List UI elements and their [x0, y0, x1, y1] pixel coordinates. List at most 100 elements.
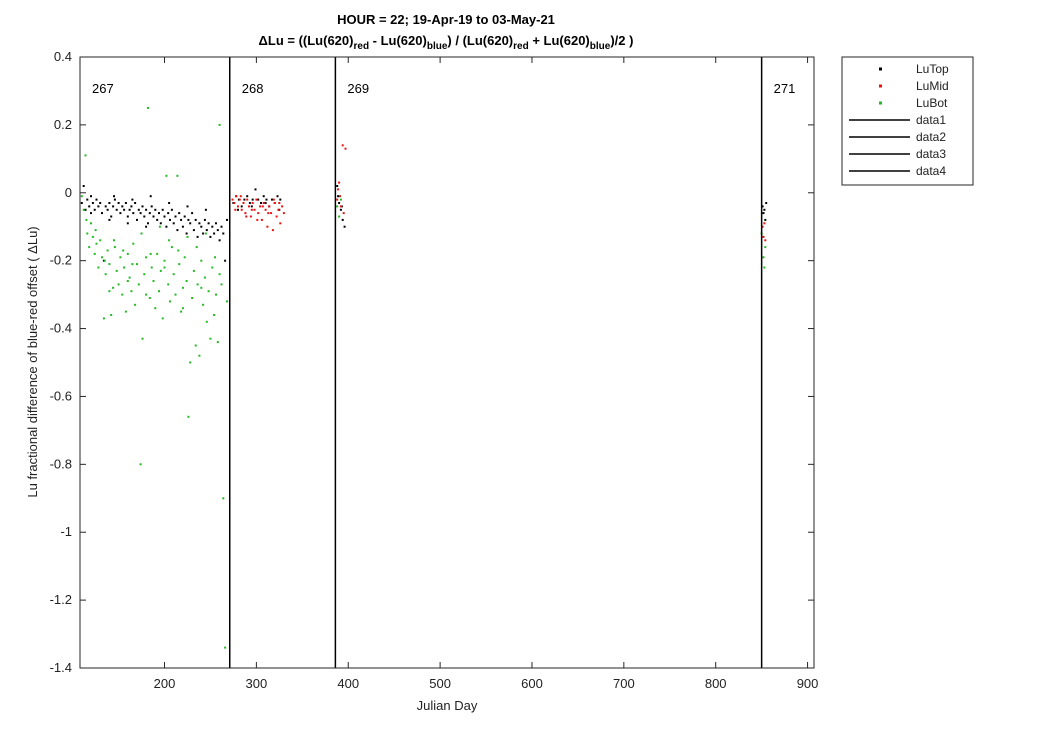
data-point	[108, 263, 111, 266]
data-point	[215, 293, 217, 296]
data-point	[194, 218, 197, 221]
x-axis-label: Julian Day	[417, 698, 478, 713]
data-point	[205, 229, 208, 232]
data-point	[235, 195, 238, 198]
data-point	[216, 341, 219, 344]
data-point	[159, 222, 162, 225]
data-point	[253, 208, 256, 211]
data-point	[132, 242, 135, 245]
data-point	[126, 252, 129, 255]
x-tick-label: 400	[337, 676, 359, 691]
annotation-layer: 268 269 271 267	[92, 81, 795, 96]
data-point	[170, 208, 173, 211]
data-point	[244, 212, 247, 215]
data-point	[185, 232, 188, 235]
data-point	[344, 147, 347, 150]
data-point	[762, 235, 765, 238]
data-point	[93, 252, 96, 255]
data-point	[203, 218, 206, 221]
series-lutop	[80, 185, 768, 262]
data-point	[339, 198, 342, 201]
data-point	[161, 208, 164, 211]
data-point	[181, 225, 184, 228]
data-point	[150, 205, 153, 208]
data-point	[150, 266, 153, 269]
data-point	[117, 202, 120, 204]
data-point	[140, 232, 143, 235]
data-point	[218, 123, 221, 126]
data-point	[242, 202, 245, 204]
data-point	[137, 208, 140, 211]
data-point	[763, 222, 766, 225]
data-point	[266, 225, 269, 228]
data-point	[145, 256, 148, 259]
data-point	[764, 246, 767, 249]
data-point	[93, 208, 96, 211]
data-point	[113, 239, 115, 242]
annotation-268: 268	[242, 81, 264, 96]
data-point	[145, 225, 148, 228]
data-point	[124, 310, 127, 313]
data-point	[113, 198, 116, 201]
data-point	[341, 144, 344, 147]
data-point	[112, 205, 115, 208]
x-tick-label: 800	[705, 676, 727, 691]
data-point	[158, 225, 161, 228]
legend-label: LuTop	[916, 62, 949, 76]
data-point	[216, 229, 219, 232]
data-point	[196, 283, 199, 286]
title-sub-red2: red	[513, 41, 529, 52]
data-point	[172, 273, 175, 276]
data-point	[106, 208, 109, 211]
data-point	[134, 202, 137, 204]
legend-label: data4	[916, 164, 946, 178]
legend: LuTop LuMid LuBot data1 data2 data3 data4	[841, 56, 974, 186]
data-point	[152, 280, 155, 282]
data-point	[250, 208, 253, 211]
data-point	[132, 212, 135, 215]
legend-label: LuMid	[916, 79, 949, 93]
y-tick-label: -0.8	[50, 456, 72, 471]
data-point	[204, 208, 207, 211]
data-point	[90, 195, 92, 198]
legend-marker	[879, 67, 882, 71]
data-point	[339, 195, 341, 198]
title-div: ) / (Lu(620)	[447, 33, 513, 48]
data-point	[169, 300, 171, 303]
data-point	[80, 202, 83, 204]
data-point	[110, 314, 113, 316]
data-point	[113, 195, 115, 198]
x-tick-label: 500	[429, 676, 451, 691]
data-point	[88, 205, 91, 208]
data-point	[158, 212, 160, 215]
data-point	[233, 202, 236, 204]
legend-label: LuBot	[916, 96, 948, 110]
data-point	[123, 208, 126, 211]
annotation-271: 271	[774, 81, 796, 96]
data-point	[763, 208, 766, 211]
data-point	[176, 229, 179, 232]
data-point	[249, 215, 252, 218]
data-point	[764, 239, 767, 242]
data-point	[222, 497, 225, 500]
title-sub-red1: red	[353, 41, 369, 52]
legend-box	[841, 56, 974, 186]
data-point	[121, 293, 124, 296]
data-point	[187, 415, 190, 418]
data-point	[218, 239, 221, 242]
data-point	[99, 239, 102, 242]
data-point	[159, 269, 162, 272]
data-point	[136, 263, 138, 266]
data-point	[131, 263, 134, 266]
data-point	[183, 256, 186, 259]
data-point	[336, 198, 339, 201]
data-point	[245, 215, 248, 218]
data-point	[237, 208, 239, 211]
data-point	[267, 212, 270, 215]
data-point	[172, 222, 175, 225]
data-point	[762, 256, 765, 259]
legend-item-lutop: LuTop	[879, 62, 949, 76]
data-point	[119, 212, 122, 215]
data-point	[207, 290, 210, 293]
